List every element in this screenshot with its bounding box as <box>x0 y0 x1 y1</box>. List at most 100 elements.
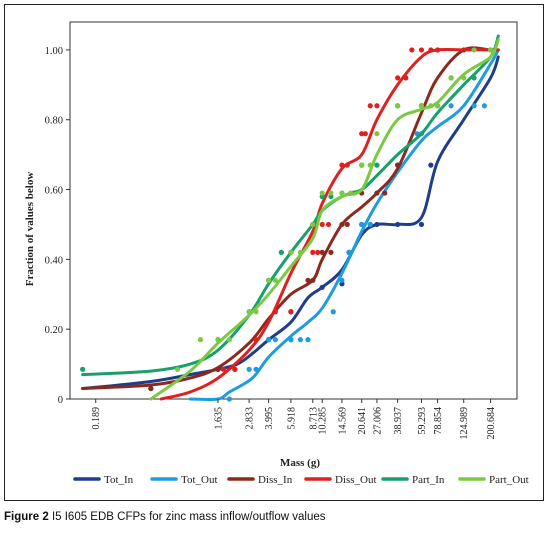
data-point-diss-out <box>272 309 278 315</box>
data-point-tot-out <box>346 249 352 255</box>
data-point-diss-in <box>374 190 380 196</box>
axes: 0 0.20 0.40 0.60 0.80 1.00 <box>45 21 518 406</box>
data-point-part-out <box>374 131 380 137</box>
data-point-diss-out <box>253 337 259 343</box>
data-point-tot-out <box>359 221 365 228</box>
data-point-part-out <box>359 162 365 168</box>
data-point-diss-out <box>418 47 425 53</box>
data-point-part-out <box>339 190 345 196</box>
x-tick-label: 27.006 <box>372 407 383 435</box>
data-point-part-out <box>367 162 373 168</box>
data-point-diss-out <box>367 103 373 109</box>
data-point-tot-out <box>471 103 477 109</box>
data-point-tot-out <box>253 366 259 372</box>
x-tick-label: 8.713 <box>308 407 319 430</box>
data-point-part-out <box>435 103 441 109</box>
series-diss-out <box>159 47 500 401</box>
data-point-tot-out <box>448 103 454 109</box>
data-point-part-out <box>272 277 278 283</box>
data-point-part-out <box>461 75 467 81</box>
y-tick-label: 0.60 <box>45 186 63 197</box>
plot-area-border <box>69 21 518 400</box>
legend-label-diss-out: Diss_Out <box>335 474 377 486</box>
caption-text: I5 I605 EDB CFPs for zinc mass inflow/ou… <box>51 511 326 523</box>
data-point-part-out <box>266 277 272 283</box>
caption-label: Figure 2 <box>4 511 49 523</box>
figure-caption: Figure 2 I5 I605 EDB CFPs for zinc mass … <box>4 511 326 523</box>
legend-item-tot-out: Tot_Out <box>150 474 218 486</box>
data-point-diss-in <box>305 277 311 283</box>
legend-item-part-out: Part_Out <box>458 474 529 486</box>
data-point-part-out <box>348 190 354 196</box>
data-point-diss-out <box>362 131 368 137</box>
series-line-tot-out <box>188 48 500 402</box>
y-tick-label: 0 <box>58 395 63 406</box>
x-tick-label: 124.989 <box>459 407 470 440</box>
data-point-part-out <box>297 249 304 255</box>
data-point-part-out <box>174 366 181 372</box>
series-tot-out <box>188 48 500 402</box>
chart: 0 0.20 0.40 0.60 0.80 1.00 0.189 1.635 2.833 3.9… <box>24 21 529 486</box>
legend-item-diss-in: Diss_In <box>227 474 293 486</box>
data-point-part-out <box>246 309 252 315</box>
data-point-tot-out <box>272 337 278 343</box>
data-point-diss-in <box>215 366 221 372</box>
x-tick-label: 59.293 <box>417 407 428 435</box>
data-point-part-out <box>328 190 334 196</box>
data-point-part-out <box>428 103 434 109</box>
x-tick-label: 14.569 <box>337 407 348 435</box>
data-point-part-out <box>310 221 316 228</box>
data-point-diss-in <box>382 190 388 196</box>
data-point-diss-in <box>148 385 154 392</box>
data-point-part-in <box>374 162 380 168</box>
y-tick-label: 0.80 <box>45 116 63 127</box>
data-point-diss-out <box>310 249 316 255</box>
legend-item-part-in: Part_In <box>381 474 445 486</box>
data-point-diss-out <box>409 47 415 53</box>
x-tick-label: 200.684 <box>486 407 497 440</box>
legend-label-part-out: Part_Out <box>489 474 529 486</box>
data-point-tot-in <box>374 221 380 228</box>
x-tick-label: 10.285 <box>318 407 329 435</box>
data-point-diss-out <box>428 47 434 53</box>
data-point-diss-out <box>319 221 325 228</box>
legend: Tot_In Tot_Out Diss_In Diss_Out Part_In Part_… <box>73 474 529 486</box>
data-point-part-out <box>253 309 259 315</box>
y-tick-label: 0.20 <box>45 325 63 336</box>
data-point-part-in <box>471 75 477 81</box>
series-layer <box>80 34 500 402</box>
data-point-diss-out <box>339 162 345 168</box>
data-point-tot-out <box>288 337 294 343</box>
data-point-part-out <box>197 337 204 343</box>
data-point-part-out <box>319 190 325 196</box>
data-point-diss-out <box>344 162 350 168</box>
y-tick-label: 1.00 <box>45 46 63 57</box>
data-point-part-out <box>448 75 454 81</box>
legend-label-tot-in: Tot_In <box>104 474 134 486</box>
data-point-tot-out <box>330 309 336 315</box>
data-point-diss-in <box>310 277 316 283</box>
legend-label-tot-out: Tot_Out <box>181 474 218 486</box>
x-tick-label: 0.189 <box>91 407 102 430</box>
data-point-diss-out <box>325 221 332 228</box>
data-point-part-out <box>215 337 221 343</box>
x-tick-label: 5.918 <box>286 407 297 430</box>
data-point-tot-out <box>481 103 487 109</box>
data-point-tot-out <box>305 337 311 343</box>
legend-label-diss-in: Diss_In <box>258 474 293 486</box>
data-point-part-out <box>288 249 294 255</box>
data-point-diss-out <box>359 131 365 137</box>
y-axis-title: Fraction of values below <box>24 172 36 287</box>
data-point-diss-in <box>319 249 325 255</box>
series-line-diss-out <box>159 47 500 401</box>
data-point-diss-out <box>395 75 401 81</box>
data-point-diss-in <box>395 162 401 168</box>
data-point-diss-out <box>315 249 321 255</box>
legend-item-diss-out: Diss_Out <box>304 474 377 486</box>
data-point-part-out <box>487 47 494 53</box>
data-point-diss-out <box>403 75 409 81</box>
legend-label-part-in: Part_In <box>412 474 445 486</box>
data-point-diss-out <box>220 366 227 372</box>
x-tick-label: 38.937 <box>393 407 404 435</box>
